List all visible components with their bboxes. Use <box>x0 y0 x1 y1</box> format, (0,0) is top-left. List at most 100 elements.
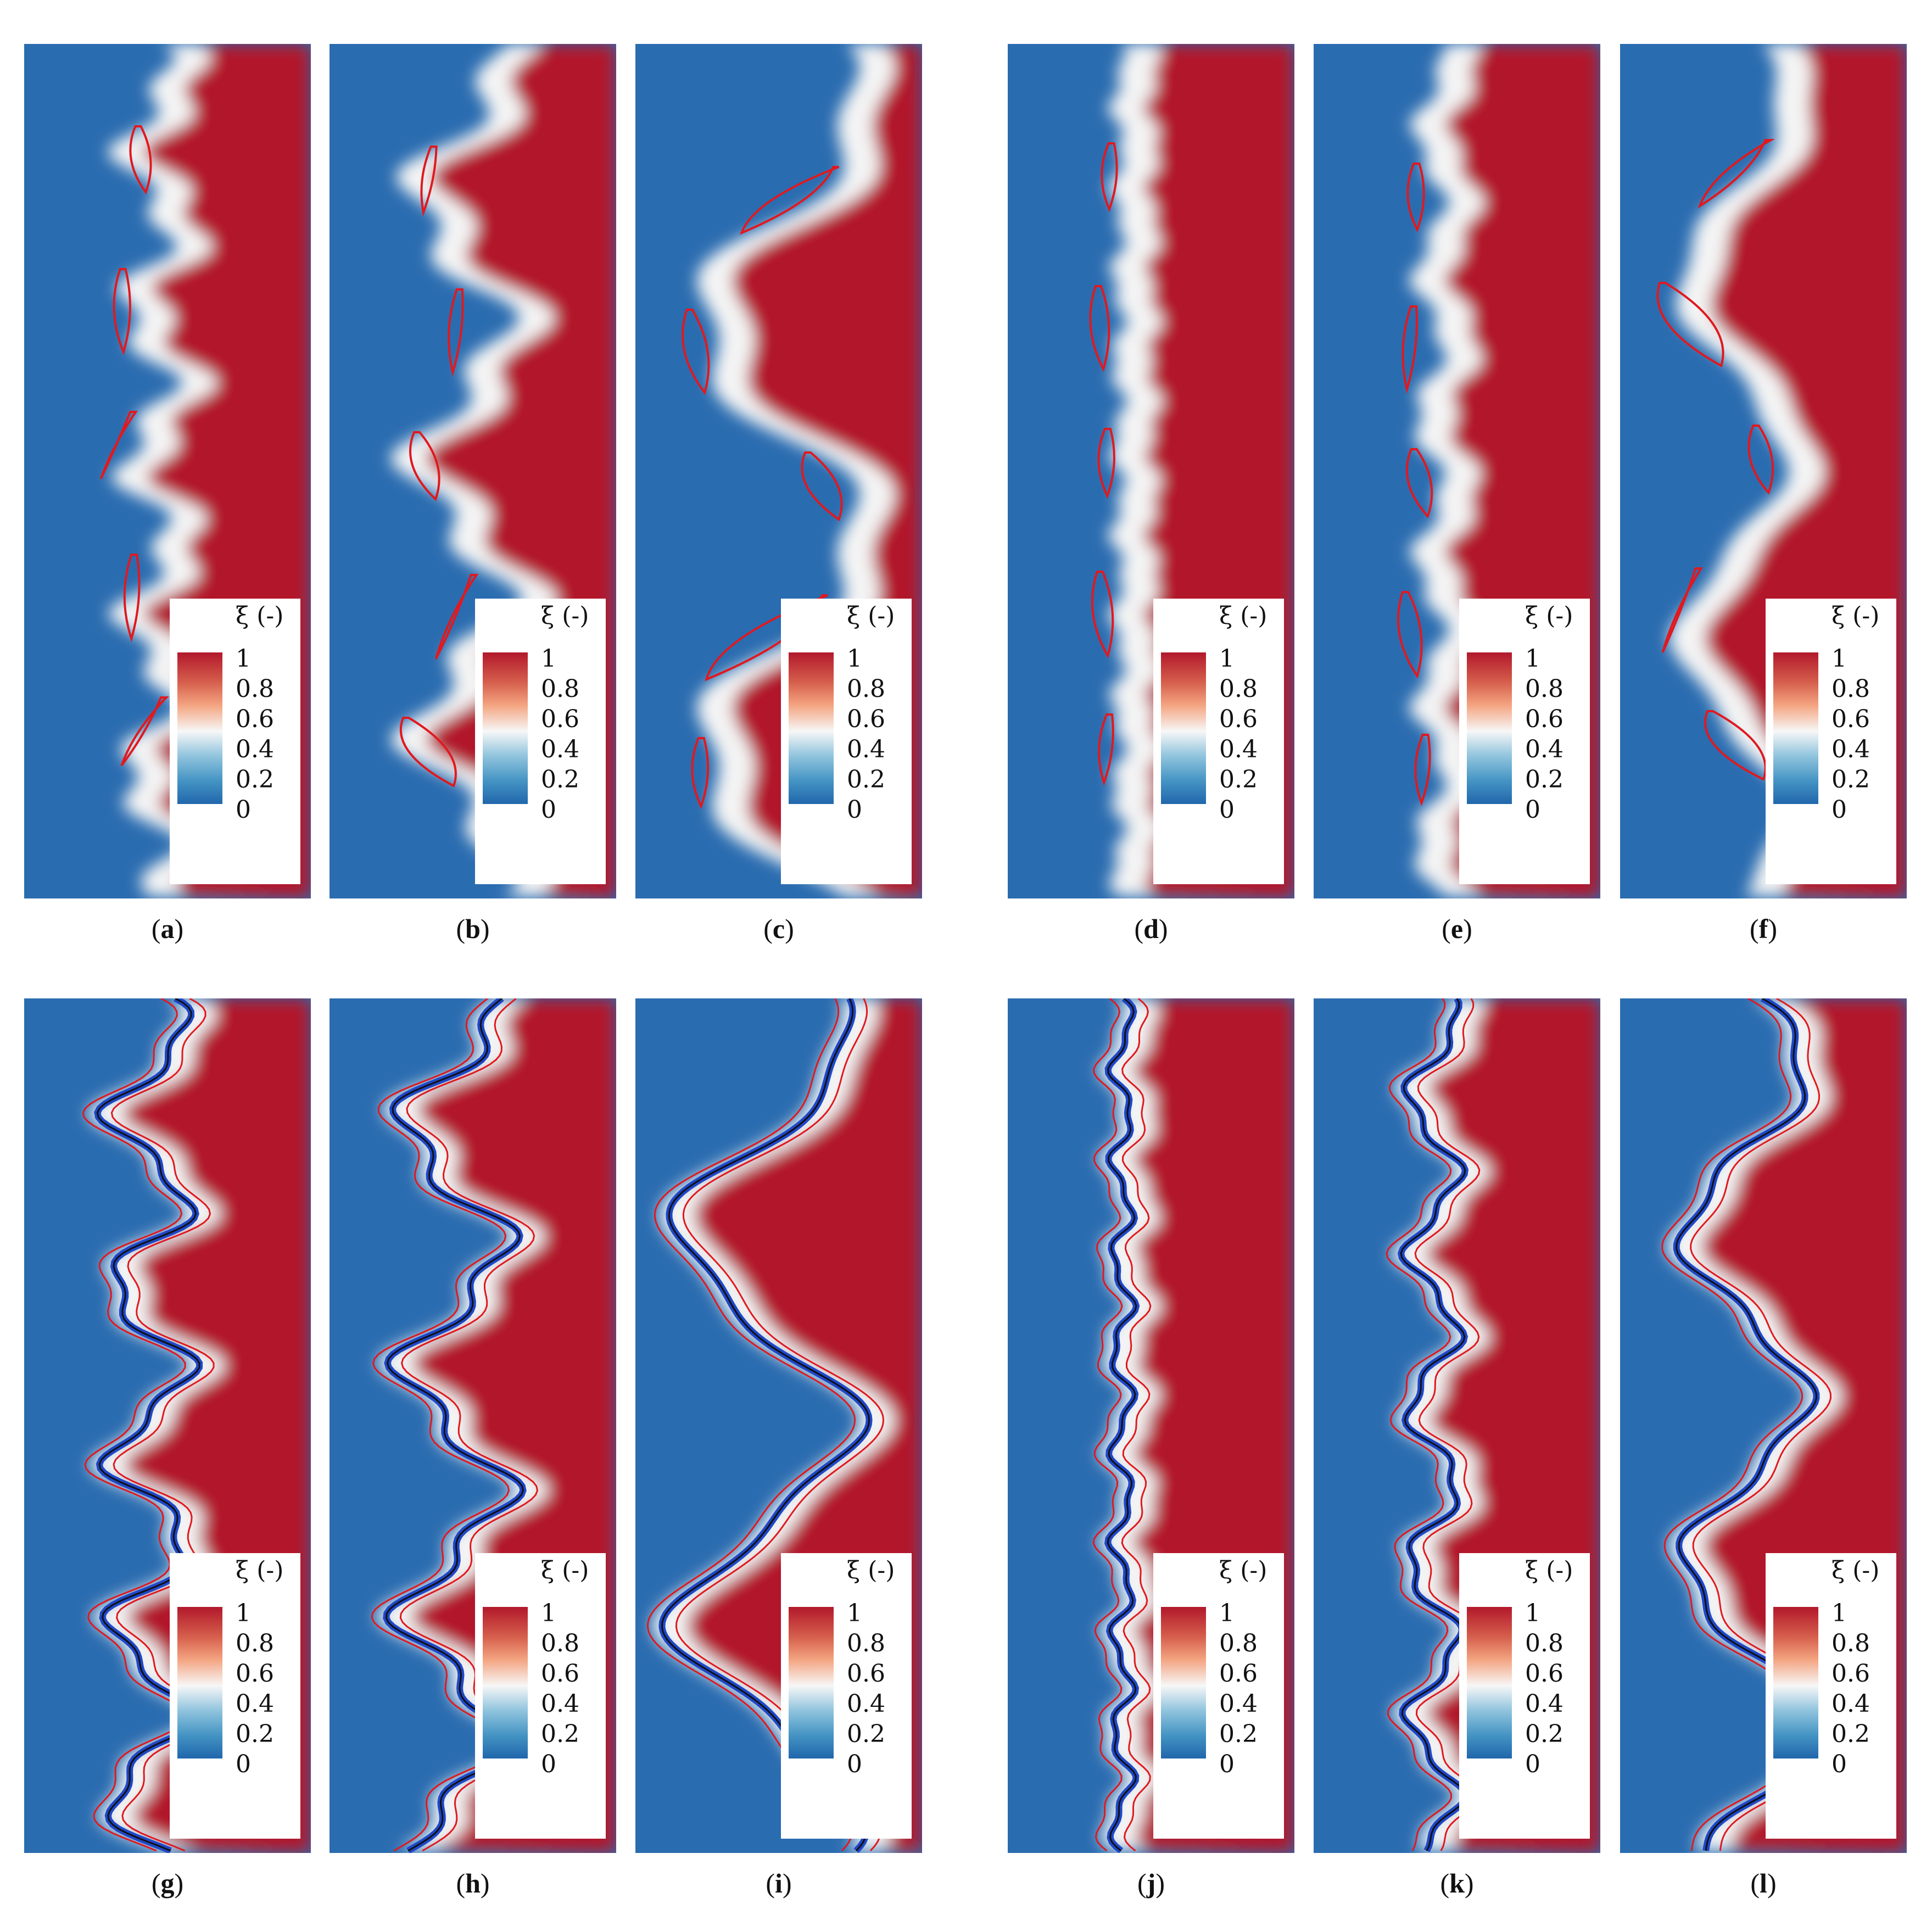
caption-letter: g <box>160 1868 175 1899</box>
colorbar-legend: ξ (-) 1 0.8 0.6 0.4 0.2 0 <box>781 599 912 884</box>
caption-letter: i <box>775 1868 783 1899</box>
caption-close-paren: ) <box>1768 913 1777 944</box>
colorbar-title: ξ (-) <box>541 1556 589 1584</box>
caption-open-paren: ( <box>766 1868 775 1899</box>
colorbar-title: ξ (-) <box>847 1556 895 1584</box>
colorbar-tick-label: 0.2 <box>1219 766 1258 794</box>
mixture-fraction-field <box>1620 44 1907 898</box>
colorbar-tick-label: 0.8 <box>236 675 274 703</box>
colorbar-gradient <box>1161 652 1206 804</box>
caption-close-paren: ) <box>785 913 794 944</box>
colorbar-tick-label: 0.4 <box>236 735 274 763</box>
colorbar-title: ξ (-) <box>1525 602 1573 630</box>
red-contour <box>1397 591 1423 679</box>
colorbar-tick-label: 1 <box>1832 645 1847 673</box>
panel-caption-b: (b) <box>330 913 616 945</box>
red-contour <box>646 998 856 1852</box>
colorbar-tick-label: 0.8 <box>847 1629 885 1657</box>
colorbar-tick-label: 1 <box>236 1599 251 1627</box>
colorbar-tick-label: 0 <box>847 796 862 824</box>
colorbar-legend: ξ (-) 1 0.8 0.6 0.4 0.2 0 <box>1459 599 1590 884</box>
colorbar-gradient <box>789 1607 834 1758</box>
caption-letter: f <box>1758 913 1768 944</box>
colorbar-tick-label: 0.6 <box>847 705 885 733</box>
red-contour <box>801 451 843 522</box>
red-contour <box>1656 282 1724 367</box>
red-contour <box>1401 305 1418 394</box>
panel-caption-e: (e) <box>1314 913 1600 945</box>
red-contour <box>123 554 141 643</box>
panel-caption-a: (a) <box>24 913 311 945</box>
colorbar-tick-label: 0.2 <box>1525 1720 1564 1748</box>
caption-open-paren: ( <box>1137 1868 1147 1899</box>
caption-close-paren: ) <box>1767 1868 1777 1899</box>
caption-letter: j <box>1146 1868 1156 1899</box>
red-contour <box>399 717 457 788</box>
caption-close-paren: ) <box>480 913 490 944</box>
colorbar-tick-label: 0 <box>541 1750 556 1778</box>
colorbar-tick-label: 0 <box>1219 1750 1235 1778</box>
colorbar-tick-label: 0.2 <box>236 766 274 794</box>
colorbar-gradient <box>1773 1607 1818 1758</box>
red-contour <box>1406 163 1425 232</box>
colorbar-tick-label: 1 <box>847 1599 862 1627</box>
colorbar-tick-label: 0.6 <box>847 1660 885 1688</box>
colorbar-tick-label: 0.4 <box>847 1690 885 1718</box>
field-panel-a: ξ (-) 1 0.8 0.6 0.4 0.2 0 <box>24 44 311 898</box>
caption-close-paren: ) <box>1155 1868 1165 1899</box>
colorbar-title: ξ (-) <box>1219 602 1267 630</box>
red-contour <box>1414 998 1481 1851</box>
panel-caption-d: (d) <box>1008 913 1294 945</box>
field-panel-i: ξ (-) 1 0.8 0.6 0.4 0.2 0 <box>635 998 922 1853</box>
red-contour <box>1698 139 1775 209</box>
red-contour <box>675 998 885 1852</box>
colorbar-title: ξ (-) <box>1832 1556 1880 1584</box>
colorbar-tick-label: 0 <box>1525 796 1540 824</box>
field-panel-b: ξ (-) 1 0.8 0.6 0.4 0.2 0 <box>330 44 616 898</box>
colorbar-gradient <box>789 652 834 804</box>
caption-letter: c <box>772 913 785 944</box>
red-contour <box>1098 713 1114 786</box>
colorbar-tick-label: 0 <box>236 796 251 824</box>
colorbar-tick-label: 1 <box>847 645 862 673</box>
caption-close-paren: ) <box>174 913 184 944</box>
red-contour <box>1097 428 1115 499</box>
colorbar-legend: ξ (-) 1 0.8 0.6 0.4 0.2 0 <box>475 599 606 884</box>
colorbar-tick-label: 0.6 <box>1832 1660 1870 1688</box>
colorbar-tick-label: 0.8 <box>541 675 579 703</box>
panel-caption-i: (i) <box>635 1867 922 1899</box>
colorbar-legend: ξ (-) 1 0.8 0.6 0.4 0.2 0 <box>1153 599 1284 884</box>
colorbar-tick-label: 0.4 <box>847 735 885 763</box>
colorbar-tick-label: 0.2 <box>236 1720 274 1748</box>
red-contour <box>420 146 438 217</box>
red-contour <box>120 696 169 767</box>
caption-open-paren: ( <box>456 1868 466 1899</box>
colorbar-tick-label: 1 <box>1219 1599 1235 1627</box>
colorbar-tick-label: 0.6 <box>1525 1660 1564 1688</box>
red-contour <box>691 737 710 810</box>
colorbar-tick-label: 0.8 <box>1832 675 1870 703</box>
field-panel-d: ξ (-) 1 0.8 0.6 0.4 0.2 0 <box>1008 44 1294 898</box>
field-panel-e: ξ (-) 1 0.8 0.6 0.4 0.2 0 <box>1314 44 1600 898</box>
colorbar-tick-label: 0.4 <box>1219 735 1258 763</box>
colorbar-legend: ξ (-) 1 0.8 0.6 0.4 0.2 0 <box>475 1553 606 1839</box>
colorbar-tick-label: 0.4 <box>1832 735 1870 763</box>
field-panel-g: ξ (-) 1 0.8 0.6 0.4 0.2 0 <box>24 998 311 1853</box>
colorbar-tick-label: 0.6 <box>236 1660 274 1688</box>
colorbar-legend: ξ (-) 1 0.8 0.6 0.4 0.2 0 <box>781 1553 912 1839</box>
caption-letter: d <box>1143 913 1159 944</box>
colorbar-legend: ξ (-) 1 0.8 0.6 0.4 0.2 0 <box>1766 1553 1896 1839</box>
panel-caption-l: (l) <box>1620 1867 1907 1899</box>
colorbar-tick-label: 0.8 <box>1525 675 1564 703</box>
red-contour <box>1091 571 1114 659</box>
colorbar-gradient <box>1161 1607 1206 1758</box>
red-contour <box>1405 448 1433 518</box>
red-contour <box>1414 734 1431 806</box>
colorbar-gradient <box>177 1607 222 1758</box>
caption-open-paren: ( <box>1440 1868 1450 1899</box>
colorbar-tick-label: 0.4 <box>541 735 579 763</box>
red-contour <box>1747 425 1774 495</box>
caption-open-paren: ( <box>151 1868 161 1899</box>
field-panel-j: ξ (-) 1 0.8 0.6 0.4 0.2 0 <box>1008 998 1294 1853</box>
colorbar-tick-label: 0.8 <box>1832 1629 1870 1657</box>
